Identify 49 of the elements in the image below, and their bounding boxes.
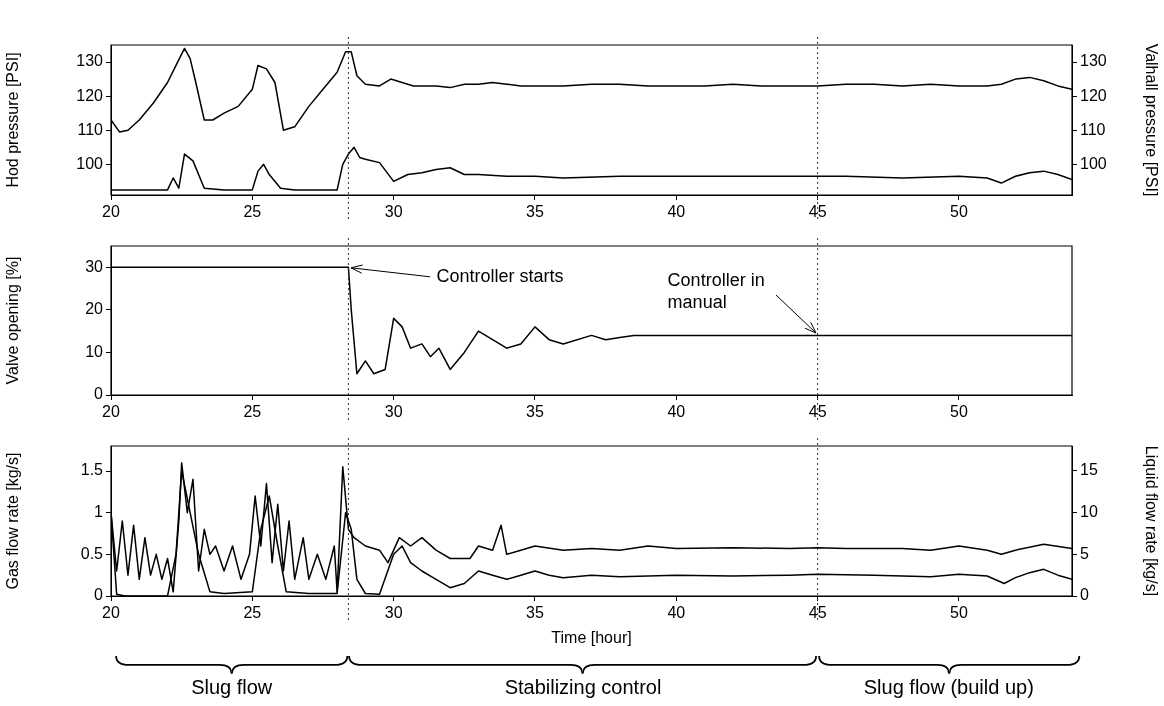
y-tick-label: 130 xyxy=(76,52,104,70)
x-tick-label: 35 xyxy=(526,403,544,421)
x-tick-label: 35 xyxy=(526,604,544,622)
annotation: Controller in manual xyxy=(667,269,766,314)
y-tick-label: 30 xyxy=(85,257,104,275)
y2-tick-label: 130 xyxy=(1080,52,1107,70)
y-tick-label: 0.5 xyxy=(80,544,104,562)
y-axis-title: Hod pressure [PSI] xyxy=(4,52,22,188)
x-tick-label: 30 xyxy=(384,604,403,622)
x-tick-label: 30 xyxy=(384,403,403,421)
x-tick-label: 25 xyxy=(243,403,262,421)
x-tick-label: 40 xyxy=(667,604,686,622)
y-axis-title: Gas flow rate [kg/s] xyxy=(4,452,22,590)
text: Slug flow xyxy=(190,676,274,699)
text: Stabilizing control xyxy=(503,676,663,699)
text: Slug flow (build up) xyxy=(862,676,1035,699)
y2-tick-label: 110 xyxy=(1080,120,1106,138)
x-tick-label: 35 xyxy=(526,203,544,221)
y2-tick-label: 10 xyxy=(1080,503,1098,521)
x-tick-label: 45 xyxy=(808,604,827,622)
y2-axis-title: Valhall pressure [PSI] xyxy=(1142,43,1160,197)
y-tick-label: 100 xyxy=(76,154,104,172)
x-axis-title: Time [hour] xyxy=(551,628,632,646)
y-tick-label: 20 xyxy=(85,300,104,318)
y-tick-label: 120 xyxy=(76,86,104,104)
x-tick-label: 30 xyxy=(384,203,403,221)
y-tick-label: 0 xyxy=(94,385,104,403)
y-axis-title: Valve opening [%] xyxy=(4,256,22,385)
x-tick-label: 50 xyxy=(950,403,968,421)
y2-tick-label: 5 xyxy=(1080,544,1089,562)
y2-tick-label: 15 xyxy=(1080,461,1098,479)
annotation: Controller starts xyxy=(436,266,564,287)
y2-axis-title: Liquid flow rate [kg/s] xyxy=(1142,445,1160,597)
x-tick-label: 40 xyxy=(667,203,686,221)
x-tick-label: 45 xyxy=(808,403,827,421)
x-tick-label: 25 xyxy=(243,604,262,622)
x-tick-label: 25 xyxy=(243,203,262,221)
y-tick-label: 1.5 xyxy=(80,461,104,479)
y-tick-label: 1 xyxy=(94,503,104,521)
x-tick-label: 50 xyxy=(950,604,968,622)
x-tick-label: 50 xyxy=(950,203,968,221)
y2-tick-label: 100 xyxy=(1080,154,1107,172)
y-tick-label: 0 xyxy=(94,586,104,604)
y2-tick-label: 0 xyxy=(1080,586,1089,604)
y2-tick-label: 120 xyxy=(1080,86,1107,104)
x-tick-label: 45 xyxy=(808,203,827,221)
y-tick-label: 10 xyxy=(85,342,104,360)
y-tick-label: 110 xyxy=(77,120,104,138)
x-tick-label: 40 xyxy=(667,403,686,421)
